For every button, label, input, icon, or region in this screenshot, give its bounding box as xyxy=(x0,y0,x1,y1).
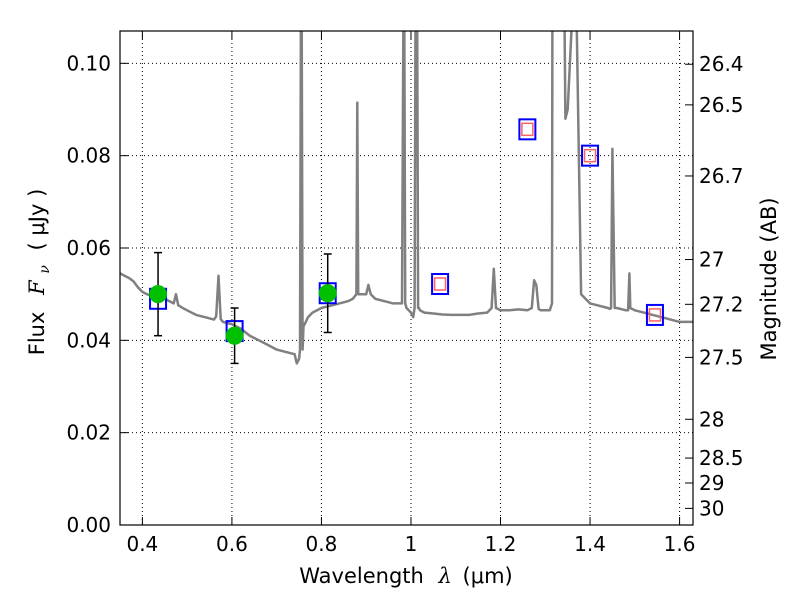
model-square-marker xyxy=(645,303,664,326)
y2-tick-label: 26.7 xyxy=(699,164,744,188)
plot-frame xyxy=(119,30,694,526)
sed-series-line xyxy=(120,31,693,365)
y-axis-label: Flux F ν ( μJy ) xyxy=(25,189,54,356)
y2-tick-label: 27 xyxy=(699,248,724,272)
x-tick-label: 0.4 xyxy=(126,532,158,556)
y-tick-label: 0.00 xyxy=(66,513,111,537)
marker-layer xyxy=(149,118,664,365)
model-square-marker xyxy=(518,118,537,141)
y-axis-label-unit: ( μJy ) xyxy=(25,189,49,251)
ticks: 0.4 0.6 0.8 1 1.2 1.4 1.6 0.00 0.02 0.04 0.06 0.08 0… xyxy=(66,31,744,556)
y2-tick-label: 27.2 xyxy=(699,292,744,316)
observed-point xyxy=(318,284,337,303)
y-tick-label: 0.04 xyxy=(66,328,111,352)
y-tick-label: 0.10 xyxy=(66,51,111,75)
predicted-square-marker xyxy=(521,122,534,137)
x-tick-label: 0.8 xyxy=(306,532,338,556)
y2-tick-label: 29 xyxy=(699,471,724,495)
x-tick-label: 1.4 xyxy=(574,532,606,556)
predicted-square-marker xyxy=(433,277,447,291)
predicted-square-marker xyxy=(583,148,597,163)
y-tick-label: 0.08 xyxy=(66,144,111,168)
observed-point xyxy=(149,285,168,304)
y2-tick-label: 30 xyxy=(699,496,724,520)
x-tick-label: 1 xyxy=(405,532,418,556)
x-tick-label: 1.6 xyxy=(664,532,696,556)
series-layer xyxy=(120,31,693,365)
x-axis-label-prefix: Wavelength xyxy=(299,564,424,588)
x-axis-label-unit: (μm) xyxy=(463,564,513,588)
predicted-square-marker xyxy=(648,308,662,322)
y-axis-label-subscript: ν xyxy=(37,265,53,274)
x-axis-label: Wavelength λ (μm) xyxy=(299,564,512,588)
observed-point xyxy=(225,326,244,345)
model-square-marker xyxy=(581,144,600,167)
y-tick-label: 0.06 xyxy=(66,236,111,260)
y2-tick-label: 26.5 xyxy=(699,93,744,117)
x-axis-label-symbol: λ xyxy=(438,564,452,588)
y2-tick-label: 28.5 xyxy=(699,446,744,470)
y-axis-label-prefix: Flux xyxy=(25,312,49,356)
grid xyxy=(120,31,693,525)
y-axis-label-symbol: F xyxy=(25,279,49,296)
model-square-marker xyxy=(431,273,450,296)
y2-tick-label: 28 xyxy=(699,407,724,431)
x-tick-label: 0.6 xyxy=(216,532,248,556)
y2-axis-label: Magnitude (AB) xyxy=(757,197,781,360)
x-tick-label: 1.2 xyxy=(485,532,517,556)
y2-tick-label: 26.4 xyxy=(699,52,744,76)
y-tick-label: 0.02 xyxy=(66,421,111,445)
y2-tick-label: 27.5 xyxy=(699,345,744,369)
